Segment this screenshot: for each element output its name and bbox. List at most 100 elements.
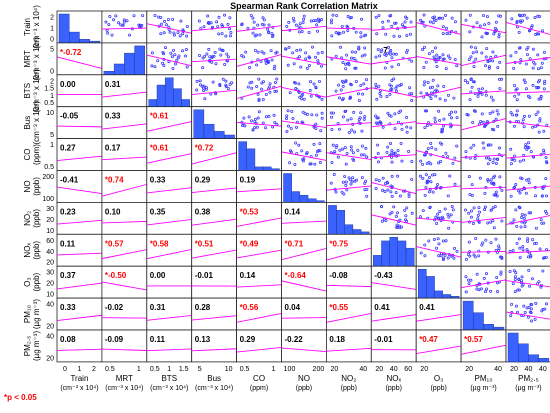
scatter-point <box>492 193 496 197</box>
trend-line <box>56 155 102 161</box>
scatter-point <box>344 162 348 166</box>
column-label: NOₓ <box>386 374 401 383</box>
scatter-point <box>285 130 289 134</box>
scatter-point <box>294 23 298 27</box>
scatter-point <box>517 205 521 209</box>
panel-frame <box>370 42 417 76</box>
trend-line <box>326 87 372 98</box>
scatter-point <box>330 34 334 38</box>
panel-frame <box>236 265 282 299</box>
scatter-point <box>141 14 145 18</box>
scatter-point <box>519 225 523 229</box>
scatter-point <box>453 182 457 186</box>
histogram-bar <box>336 210 345 235</box>
panel-frame <box>191 233 237 267</box>
scatter-point <box>476 213 480 217</box>
scatter-point <box>300 29 304 33</box>
scatter-point <box>170 55 174 59</box>
scatter-point <box>210 60 214 64</box>
scatter-point <box>526 237 530 241</box>
scatter-point <box>310 113 314 117</box>
scatter-point <box>539 94 543 98</box>
y-tick-label: 2 <box>50 78 54 85</box>
trend-line <box>326 185 372 191</box>
y-tick-label: 20 <box>46 355 54 362</box>
histogram-bar <box>181 99 190 107</box>
y-tick-label: 10 <box>46 110 54 117</box>
scatter-point <box>257 98 261 102</box>
scatter-point <box>286 124 290 128</box>
scatter-point <box>390 160 394 164</box>
correlation-label: 0.28 <box>195 303 211 312</box>
correlation-label: *-0.64 <box>285 271 307 280</box>
scatter-point <box>292 62 296 66</box>
trend-line <box>101 156 147 161</box>
scatter-point <box>515 87 519 91</box>
scatter-point <box>530 24 534 28</box>
scatter-point <box>320 64 324 68</box>
scatter-point <box>482 146 486 150</box>
x-tick-label: 0.5 <box>150 366 160 373</box>
scatter-point <box>476 217 480 221</box>
scatter-point <box>383 66 387 70</box>
scatter-point <box>445 26 449 30</box>
scatter-point <box>386 111 390 115</box>
scatter-point <box>156 59 160 63</box>
scatter-point <box>404 218 408 222</box>
scatter-point <box>212 54 216 58</box>
scatter-point <box>446 194 450 198</box>
scatter-point <box>454 110 458 114</box>
scatter-point <box>536 110 540 114</box>
scatter-point <box>330 115 334 119</box>
scatter-point <box>394 52 398 56</box>
trend-line <box>326 27 372 30</box>
scatter-point <box>424 109 428 113</box>
y-tick-label: 40 <box>46 334 54 341</box>
scatter-point <box>405 206 409 210</box>
scatter-point <box>297 143 301 147</box>
trend-line <box>326 284 372 288</box>
scatter-point <box>251 31 255 35</box>
trend-line <box>101 220 147 224</box>
scatter-point <box>419 215 423 219</box>
trend-line <box>416 86 462 98</box>
scatter-point <box>128 33 132 37</box>
scatter-point <box>359 111 363 115</box>
scatter-point <box>205 52 209 56</box>
trend-line <box>56 219 102 225</box>
row-label: MRT <box>23 50 32 67</box>
scatter-point <box>478 24 482 28</box>
correlation-label: *0.51 <box>195 239 214 248</box>
scatter-point <box>486 178 490 182</box>
scatter-point <box>270 58 274 62</box>
scatter-point <box>468 193 472 197</box>
scatter-point <box>330 160 334 164</box>
histogram-bar <box>389 237 399 267</box>
scatter-point <box>299 65 303 69</box>
scatter-point <box>435 64 439 68</box>
scatter-point <box>477 254 481 258</box>
scatter-point <box>428 206 432 210</box>
scatter-point <box>317 80 321 84</box>
trend-line <box>416 246 462 258</box>
scatter-point <box>218 47 222 51</box>
scatter-point <box>350 180 354 184</box>
scatter-point <box>320 116 324 120</box>
scatter-point <box>540 194 544 198</box>
scatter-point <box>153 14 157 18</box>
scatter-point <box>175 58 179 62</box>
scatter-point <box>520 275 524 279</box>
scatter-point <box>349 83 353 87</box>
scatter-point <box>386 45 390 49</box>
scatter-point <box>247 115 251 119</box>
histogram-bar <box>224 134 235 139</box>
scatter-point <box>481 241 485 245</box>
scatter-point <box>430 146 434 150</box>
scatter-point <box>480 112 484 116</box>
scatter-point <box>464 275 468 279</box>
scatter-point <box>453 156 457 160</box>
scatter-point <box>264 115 268 119</box>
scatter-point <box>285 114 289 118</box>
scatter-point <box>331 111 335 115</box>
scatter-point <box>464 18 468 22</box>
